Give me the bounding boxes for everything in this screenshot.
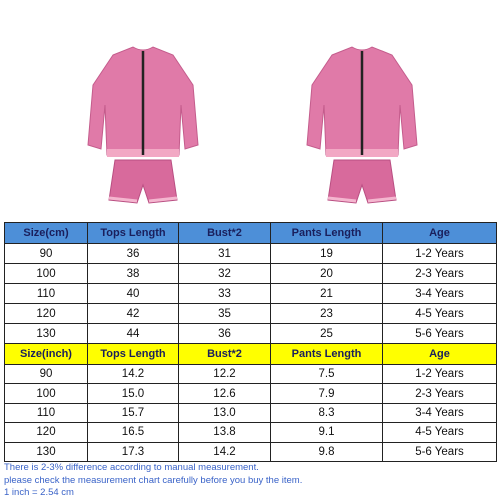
table-cell: 38 [87,263,179,284]
table-cell: 5-6 Years [382,323,497,344]
table-cell: 36 [178,323,271,344]
header-cell: Pants Length [270,343,383,365]
header-cell: Age [382,222,497,244]
table-cell: 9.1 [270,422,383,443]
table-cell: 130 [4,441,88,462]
table-cell: 9.8 [270,441,383,462]
table-cell: 120 [4,422,88,443]
table-cell: 100 [4,383,88,404]
table-cell: 2-3 Years [382,263,497,284]
header-cell: Age [382,343,497,365]
note: There is 2-3% difference according to ma… [4,462,259,473]
header-cell: Size(cm) [4,222,88,244]
table-cell: 2-3 Years [382,383,497,404]
table-cell: 4-5 Years [382,422,497,443]
table-cell: 5-6 Years [382,441,497,462]
table-cell: 1-2 Years [382,243,497,264]
header-cell: Pants Length [270,222,383,244]
table-cell: 25 [270,323,383,344]
table-cell: 3-4 Years [382,283,497,304]
table-cell: 4-5 Years [382,303,497,324]
table-cell: 14.2 [87,364,179,385]
table-cell: 17.3 [87,441,179,462]
table-cell: 13.0 [178,402,271,424]
header-cell: Bust*2 [178,343,271,365]
table-cell: 20 [270,263,383,284]
table-cell: 36 [87,243,179,264]
table-cell: 42 [87,303,179,324]
table-cell: 3-4 Years [382,402,497,424]
note: 1 inch = 2.54 cm [4,487,74,498]
table-cell: 100 [4,263,88,284]
table-cell: 110 [4,283,88,304]
header-cell: Bust*2 [178,222,271,244]
table-cell: 44 [87,323,179,344]
table-cell: 14.2 [178,441,271,462]
table-cell: 15.0 [87,383,179,404]
table-cell: 110 [4,402,88,424]
table-cell: 120 [4,303,88,324]
table-cell: 35 [178,303,271,324]
table-cell: 40 [87,283,179,304]
table-cell: 90 [4,364,88,385]
table-cell: 90 [4,243,88,264]
header-cell: Size(inch) [4,343,88,365]
product-image [86,45,200,205]
product-images [86,45,419,205]
table-cell: 7.5 [270,364,383,385]
header-cell: Tops Length [87,343,179,365]
table-cell: 21 [270,283,383,304]
table-cell: 13.8 [178,422,271,443]
product-image [305,45,419,205]
table-cell: 7.9 [270,383,383,404]
note: please check the measurement chart caref… [4,474,303,486]
header-cell: Tops Length [87,222,179,244]
table-cell: 15.7 [87,402,179,424]
table-cell: 8.3 [270,402,383,424]
table-cell: 12.2 [178,364,271,385]
table-cell: 19 [270,243,383,264]
table-cell: 31 [178,243,271,264]
table-cell: 130 [4,323,88,344]
table-cell: 33 [178,283,271,304]
table-cell: 23 [270,303,383,324]
table-cell: 1-2 Years [382,364,497,385]
table-cell: 32 [178,263,271,284]
table-cell: 16.5 [87,422,179,443]
table-cell: 12.6 [178,383,271,404]
